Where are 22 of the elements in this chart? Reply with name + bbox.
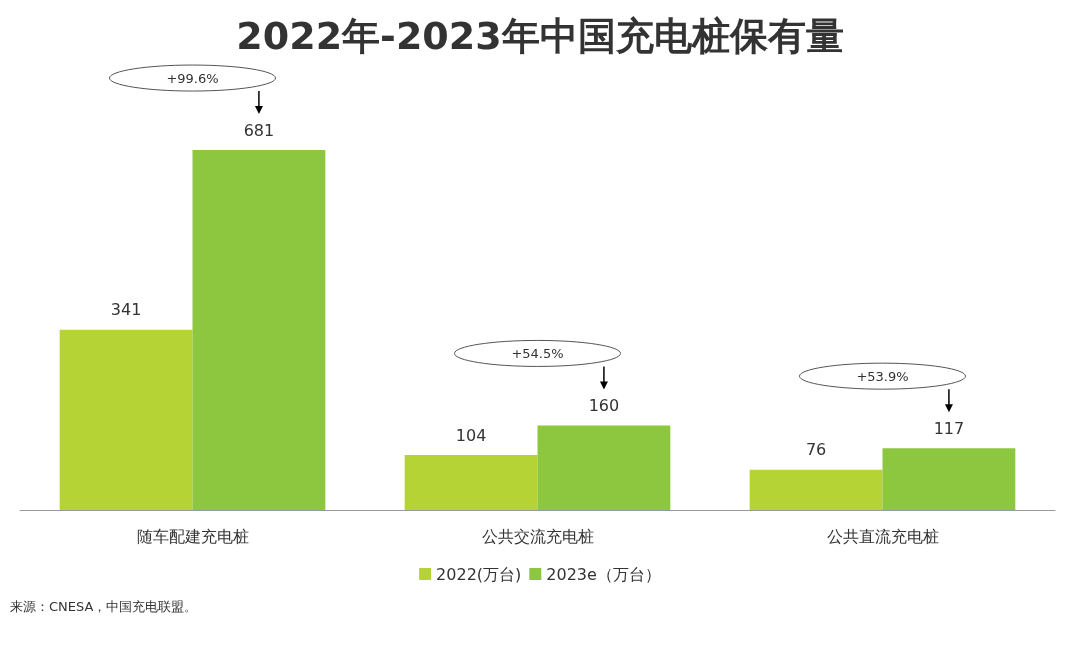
data-label: 76 [805, 440, 827, 460]
data-label: 341 [110, 300, 142, 320]
source-note: 来源：CNESA，中国充电联盟。 [10, 599, 198, 614]
x-tick-label: 公共交流充电桩 [481, 526, 594, 546]
annotation: +54.5% [511, 345, 564, 361]
bar [192, 150, 326, 510]
data-label: 160 [588, 395, 620, 415]
chart-title: 2022年-2023年中国充电桩保有量 [236, 14, 844, 58]
bar [537, 425, 671, 510]
data-label: 104 [455, 425, 487, 445]
x-tick-label: 随车配建充电桩 [136, 526, 249, 546]
bar [59, 329, 193, 510]
data-label: 681 [243, 120, 275, 140]
bar [749, 469, 883, 510]
legend-label: 2023e（万台） [546, 564, 661, 584]
legend-label: 2022(万台) [436, 564, 522, 584]
bar [882, 448, 1016, 510]
text: +99.6% [166, 70, 219, 86]
annotation: +53.9% [856, 368, 909, 384]
x-tick-label: 公共直流充电桩 [826, 526, 939, 546]
bar [404, 455, 538, 510]
data-label: 117 [933, 418, 965, 438]
